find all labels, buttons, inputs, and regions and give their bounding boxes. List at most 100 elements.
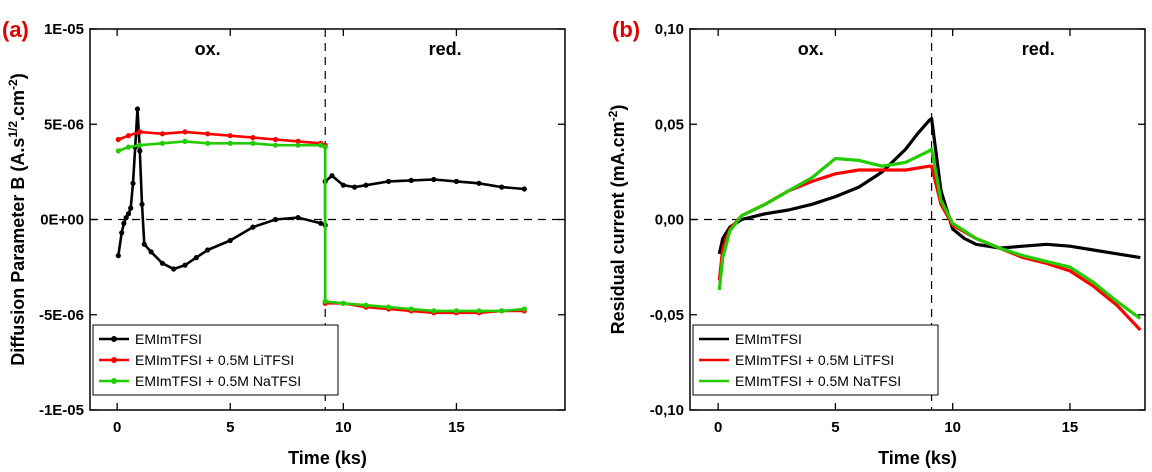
data-point [408, 306, 414, 312]
data-point [322, 298, 328, 304]
data-point [205, 140, 211, 146]
y-tick-label: -1E-05 [39, 402, 84, 419]
data-point [141, 241, 147, 247]
chart-panel-a: 0 5 10 15 -1E-05 -5E-06 0E+00 5E-06 1E-05 Time (k… [2, 17, 566, 468]
legend-entry-label: EMImTFSI + 0.5M NaTFSI [135, 373, 301, 389]
data-point [322, 144, 328, 150]
data-point [453, 308, 459, 314]
series-line-2 [117, 140, 525, 313]
legend-box [692, 324, 939, 396]
data-point [115, 136, 121, 143]
legend-swatch-marker [111, 357, 117, 363]
x-axis-title: Time (ks) [288, 448, 367, 468]
data-point [134, 106, 141, 112]
data-point [408, 177, 414, 183]
legend-entry-label: EMImTFSI + 0.5M NaTFSI [735, 373, 901, 389]
data-point [476, 308, 482, 314]
y-tick-label: 0,00 [655, 212, 684, 229]
data-point [227, 140, 233, 146]
x-tick-label: 10 [335, 419, 352, 436]
x-tick-label: 10 [944, 419, 961, 436]
data-point [115, 253, 121, 259]
y-axis-title-superscript: 1/2 [6, 121, 20, 138]
data-point [121, 220, 127, 226]
data-point [521, 306, 527, 312]
panel-label: (a) [2, 17, 29, 42]
data-point [295, 142, 301, 148]
data-point [137, 142, 143, 148]
data-point [137, 129, 143, 135]
y-tick-label: 0E+00 [40, 212, 84, 229]
y-axis-title: Diffusion Parameter B (A.s1/2.cm-2) [6, 73, 28, 365]
region-label-ox: ox. [798, 39, 824, 59]
data-point [182, 262, 188, 268]
y-tick-label: 0,10 [655, 21, 684, 38]
region-label-red: red. [1022, 39, 1055, 59]
data-point [318, 142, 324, 148]
data-point [148, 249, 154, 255]
x-axis-title: Time (ks) [878, 448, 957, 468]
data-point [386, 178, 392, 184]
data-point [329, 173, 335, 179]
y-tick-label: -5E-06 [39, 307, 84, 324]
data-point [125, 144, 132, 150]
data-point [119, 230, 125, 236]
y-tick-label: -0,05 [650, 307, 684, 324]
data-point [352, 184, 358, 190]
data-point [137, 148, 143, 154]
data-point [453, 178, 459, 184]
x-tick-label: 5 [831, 419, 839, 436]
legend-box [92, 324, 339, 396]
data-point [130, 180, 136, 186]
data-point [340, 300, 346, 306]
y-axis-title-part: Residual current (mA.cm [608, 121, 628, 334]
data-point [476, 180, 482, 186]
y-axis-title-superscript: -2 [6, 79, 20, 90]
data-point [205, 131, 211, 137]
data-point [386, 304, 392, 310]
data-point [171, 266, 177, 272]
legend-entry-label: EMImTFSI + 0.5M LiTFSI [135, 352, 294, 368]
data-point [295, 215, 301, 221]
data-point [250, 140, 256, 146]
region-label-ox: ox. [195, 39, 221, 59]
y-tick-label: 0,05 [655, 116, 684, 133]
data-point [193, 255, 199, 261]
data-point [340, 182, 346, 188]
y-tick-label: 1E-05 [44, 21, 84, 38]
legend-swatch-marker [111, 378, 117, 384]
data-point [499, 308, 505, 314]
data-point [128, 205, 134, 211]
data-point [205, 247, 211, 253]
data-point [125, 133, 132, 139]
y-tick-label: 5E-06 [44, 116, 84, 133]
y-tick-label: -0,10 [650, 402, 684, 419]
legend-swatch-marker [111, 336, 117, 342]
data-point [125, 211, 132, 217]
x-tick-label: 5 [226, 419, 234, 436]
panel-label: (b) [612, 17, 640, 42]
data-point [363, 182, 369, 188]
y-axis-title: Residual current (mA.cm-2) [606, 105, 628, 335]
data-point [123, 215, 129, 221]
data-point [159, 131, 165, 137]
data-point [159, 260, 165, 266]
legend-entry-label: EMImTFSI [735, 331, 802, 347]
series-line-2 [717, 147, 1142, 320]
y-axis-title-superscript: -2 [606, 110, 620, 121]
chart-panel-b: 0 5 10 15 -0,10 -0,05 0,00 0,05 0,10 Time (ks) Res… [606, 17, 1146, 468]
data-point [363, 302, 369, 308]
region-label-red: red. [429, 39, 462, 59]
data-point [431, 308, 437, 314]
data-point [159, 140, 165, 146]
series-line-0 [117, 107, 525, 271]
data-point [182, 138, 188, 144]
x-tick-label: 15 [448, 419, 465, 436]
data-point [272, 136, 279, 143]
data-point [250, 135, 256, 141]
data-point [227, 133, 233, 139]
series-line-0 [717, 116, 1141, 260]
legend-entry-label: EMImTFSI + 0.5M LiTFSI [735, 352, 894, 368]
data-point [431, 176, 437, 183]
